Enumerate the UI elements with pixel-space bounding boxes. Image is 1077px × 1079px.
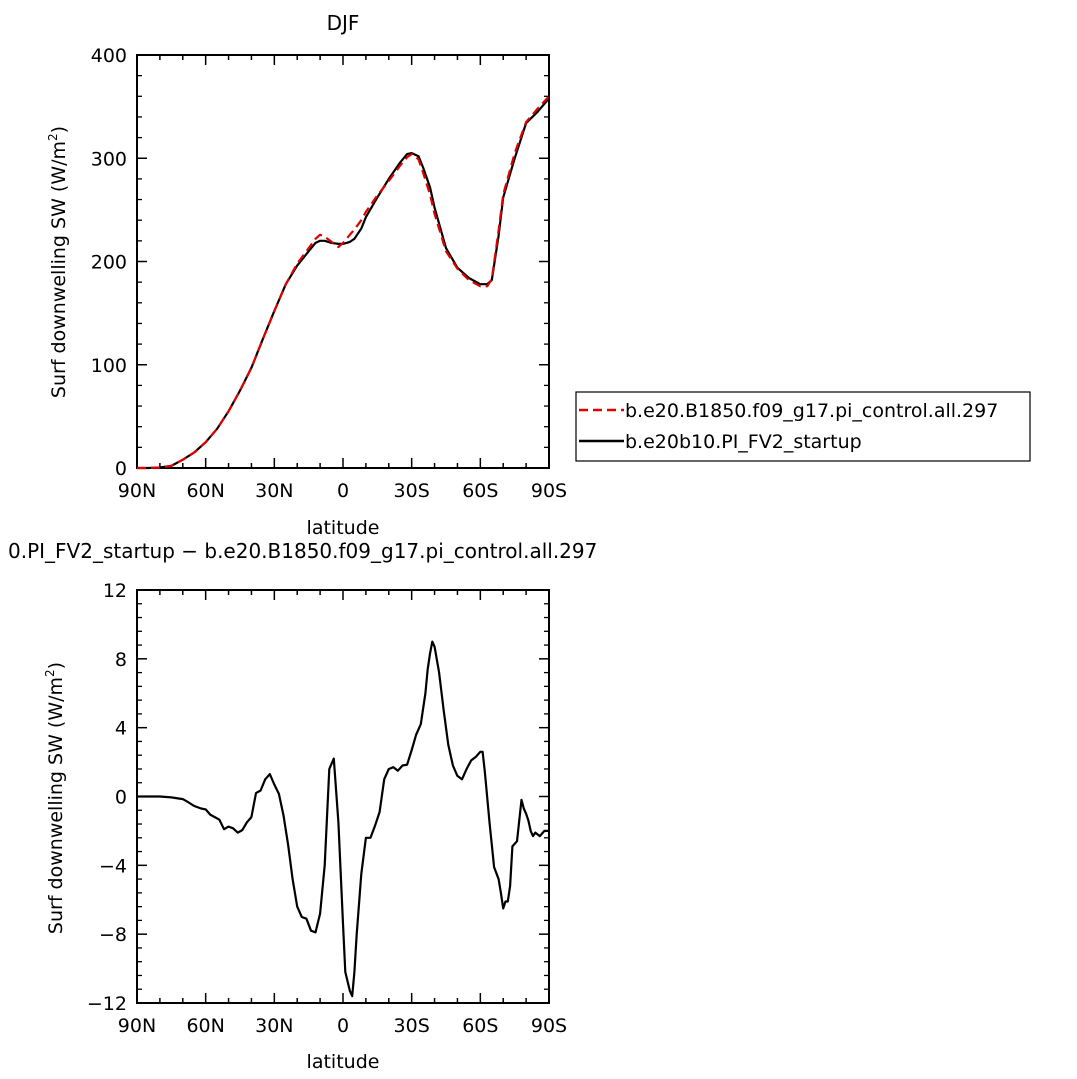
chart-title: DJF	[327, 11, 360, 35]
x-tick-label: 30S	[394, 1015, 430, 1037]
series-lines	[137, 95, 550, 470]
x-tick-label: 60S	[462, 480, 498, 502]
y-tick-label: −4	[99, 855, 127, 877]
x-tick-label: 60N	[186, 480, 224, 502]
x-tick-label: 30N	[255, 1015, 293, 1037]
x-tick-label: 90S	[531, 480, 567, 502]
legend: b.e20.B1850.f09_g17.pi_control.all.297 b…	[575, 391, 1031, 462]
x-tick-label: 90S	[531, 1015, 567, 1037]
legend-label-startup: b.e20b10.PI_FV2_startup	[625, 431, 862, 453]
y-axis-label-close: )	[48, 126, 70, 133]
x-tick-label: 90N	[118, 1015, 156, 1037]
y-axis-label-sup: 2	[43, 669, 57, 677]
x-tick-label: 0	[337, 1015, 349, 1037]
y-axis-label-main: Surf downwelling SW (W/m	[48, 141, 70, 398]
series-line-difference	[137, 640, 549, 998]
x-tick-label: 60S	[462, 1015, 498, 1037]
y-tick-label: 0	[115, 787, 127, 809]
y-tick-label: 12	[103, 580, 127, 602]
djf-panel: DJF 90N 60N 30N 0 30S 60S 90S 0 100 200 300 400 lat…	[46, 11, 1031, 539]
x-tick-label: 90N	[118, 480, 156, 502]
y-tick-label: 0	[115, 458, 127, 480]
tick-labels: 90N 60N 30N 0 30S 60S 90S −12 −8 −4 0 4 8 12	[87, 580, 567, 1037]
series-lines	[137, 640, 549, 998]
y-tick-label: 4	[115, 718, 127, 740]
difference-panel: 0.PI_FV2_startup − b.e20.B1850.f09_g17.p…	[8, 539, 597, 1073]
y-tick-label: −8	[99, 924, 127, 946]
y-tick-label: 8	[115, 649, 127, 671]
tick-labels: 90N 60N 30N 0 30S 60S 90S 0 100 200 300 400	[91, 45, 567, 502]
x-axis-label: latitude	[307, 1051, 380, 1073]
y-axis-label-sup: 2	[46, 133, 60, 141]
y-axis-label: Surf downwelling SW (W/m2)	[46, 126, 70, 398]
legend-box	[575, 391, 1031, 462]
y-tick-label: −12	[87, 993, 127, 1015]
x-axis-label: latitude	[307, 517, 380, 539]
axis-ticks	[136, 54, 550, 469]
y-axis-label-close: )	[45, 662, 67, 669]
x-tick-label: 30S	[394, 480, 430, 502]
y-tick-label: 200	[91, 252, 127, 274]
difference-title: 0.PI_FV2_startup − b.e20.B1850.f09_g17.p…	[8, 539, 597, 563]
x-tick-label: 30N	[255, 480, 293, 502]
legend-label-control: b.e20.B1850.f09_g17.pi_control.all.297	[625, 400, 998, 422]
series-line-control	[137, 95, 550, 470]
y-tick-label: 400	[91, 45, 127, 67]
series-line-startup	[137, 97, 550, 470]
y-tick-label: 100	[91, 355, 127, 377]
y-tick-label: 300	[91, 148, 127, 170]
x-tick-label: 60N	[186, 1015, 224, 1037]
axis-ticks	[136, 589, 550, 1004]
y-axis-label-main: Surf downwelling SW (W/m	[45, 677, 67, 934]
plot-frame	[136, 54, 550, 469]
y-axis-label: Surf downwelling SW (W/m2)	[43, 662, 67, 934]
x-tick-label: 0	[337, 480, 349, 502]
